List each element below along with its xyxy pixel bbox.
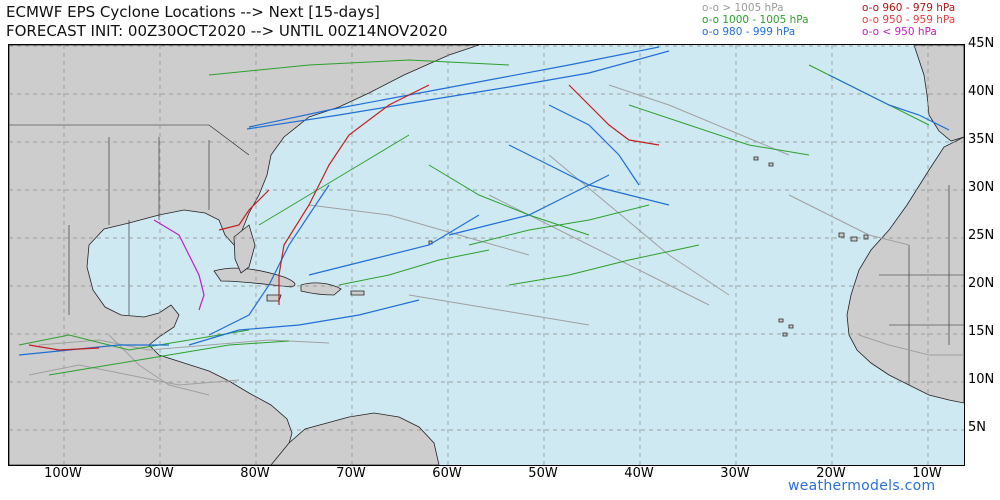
track-green (628, 104, 810, 156)
track-blue (448, 174, 610, 236)
hispaniola (300, 282, 342, 296)
map-panel (8, 44, 965, 466)
africa (846, 136, 964, 404)
florida (233, 224, 256, 274)
track-blue (508, 144, 670, 206)
credit-link[interactable]: weathermodels.com (788, 478, 936, 494)
longitude-label: 40W (624, 466, 654, 481)
latitude-label: 40N (968, 84, 995, 99)
track-gray (548, 154, 730, 296)
longitude-label: 80W (240, 466, 270, 481)
track-green (208, 59, 510, 76)
legend-item-lt950: o-o < 950 hPa (862, 26, 937, 38)
legend-item-980-999: o-o 980 - 999 hPa (702, 26, 796, 38)
latitude-label: 25N (968, 228, 995, 243)
south-america (270, 412, 440, 465)
longitude-label: 50W (528, 466, 558, 481)
latitude-label: 20N (968, 276, 995, 291)
iberia-europe (913, 45, 964, 142)
legend-item-960-979: o-o 960 - 979 hPa (862, 2, 956, 14)
track-green (18, 329, 250, 351)
map-title: ECMWF EPS Cyclone Locations --> Next [15… (6, 3, 380, 21)
track-gray (108, 334, 210, 396)
latitude-label: 35N (968, 132, 995, 147)
longitude-label: 70W (336, 466, 366, 481)
track-gray (788, 194, 910, 246)
land (9, 45, 964, 465)
longitude-label: 100W (44, 466, 82, 481)
cuba (213, 267, 296, 288)
track-red (218, 189, 270, 231)
track-red (568, 84, 660, 146)
track-red (278, 84, 430, 305)
legend-item-1000-1005: o-o 1000 - 1005 hPa (702, 14, 809, 26)
latitude-label: 45N (968, 36, 995, 51)
longitude-label: 60W (432, 466, 462, 481)
track-green (258, 134, 410, 226)
cyclone-tracks (18, 46, 964, 396)
track-blue (246, 50, 670, 130)
track-blue (208, 184, 330, 336)
graticule (9, 45, 964, 465)
azores (753, 156, 774, 167)
track-green (48, 340, 290, 376)
track-gray (38, 339, 330, 351)
cape-verde (778, 318, 794, 337)
latitude-label: 30N (968, 180, 995, 195)
legend-item-gt1005: o-o > 1005 hPa (702, 2, 784, 14)
track-gray (28, 364, 240, 386)
track-green (508, 244, 700, 286)
legend-item-950-959: o-o 950 - 959 hPa (862, 14, 956, 26)
track-gray (408, 294, 590, 326)
borders (9, 124, 964, 385)
track-blue (308, 214, 480, 276)
longitude-label: 90W (144, 466, 174, 481)
track-gray (858, 334, 964, 356)
track-red (28, 344, 100, 351)
track-gray (308, 204, 530, 256)
track-green (468, 204, 650, 246)
forecast-init-line: FORECAST INIT: 00Z30OCT2020 --> UNTIL 00… (6, 22, 448, 40)
latitude-label: 5N (968, 420, 986, 435)
longitude-label: 30W (720, 466, 750, 481)
longitude-label: 20W (816, 466, 846, 481)
longitude-label: 10W (912, 466, 942, 481)
track-blue (248, 46, 660, 128)
latitude-label: 10N (968, 372, 995, 387)
legend-right: o-o 960 - 979 hPa o-o 950 - 959 hPa o-o … (862, 2, 955, 38)
canary-islands (838, 232, 869, 242)
track-gray (608, 84, 790, 156)
map-canvas (9, 45, 964, 465)
puerto-rico (350, 290, 365, 296)
track-magenta (153, 219, 205, 311)
legend-left: o-o > 1005 hPa o-o 1000 - 1005 hPa o-o 9… (702, 2, 809, 38)
north-america (9, 45, 480, 465)
track-blue (188, 299, 420, 346)
track-blue (18, 344, 169, 356)
track-blue (548, 104, 640, 186)
latitude-label: 15N (968, 324, 995, 339)
track-blue (828, 74, 950, 131)
track-green (338, 249, 490, 286)
